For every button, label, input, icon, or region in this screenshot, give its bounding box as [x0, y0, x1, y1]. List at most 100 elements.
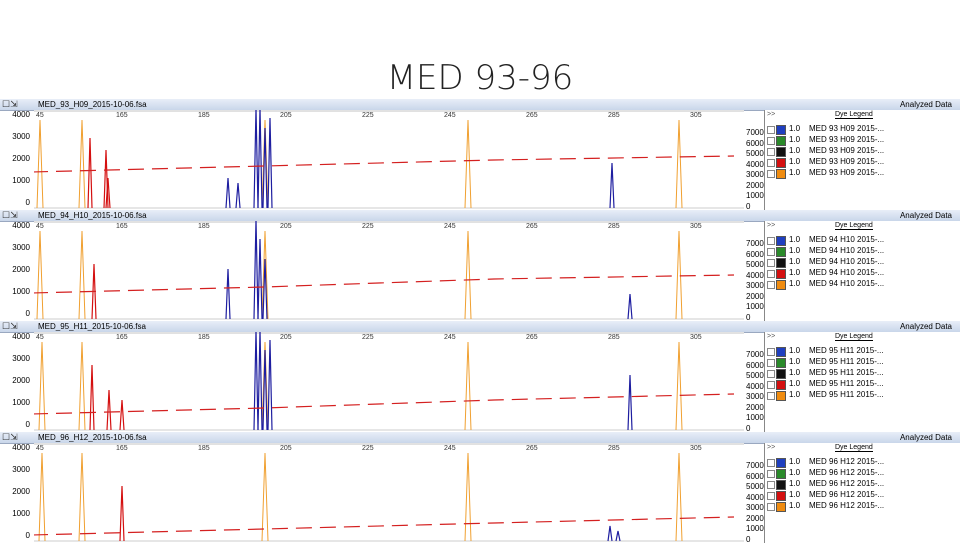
size-tick-label: 205	[280, 223, 292, 230]
dye-checkbox[interactable]	[767, 126, 775, 134]
legend-row[interactable]: 1.0 MED 93 H09 2015-...	[765, 135, 960, 146]
size-tick-label: 165	[116, 445, 128, 452]
y-tick-label: 7000	[746, 239, 764, 248]
orange-peak	[464, 230, 472, 320]
dye-checkbox[interactable]	[767, 459, 775, 467]
dye-checkbox[interactable]	[767, 348, 775, 356]
dye-checkbox[interactable]	[767, 248, 775, 256]
legend-row[interactable]: 1.0 MED 94 H10 2015-...	[765, 235, 960, 246]
legend-row[interactable]: 1.0 MED 96 H12 2015-...	[765, 457, 960, 468]
electropherogram-plot[interactable]: 45 165 185 205 225 245 265 285 305	[34, 221, 744, 321]
legend-row[interactable]: 1.0 MED 96 H12 2015-...	[765, 490, 960, 501]
dye-checkbox[interactable]	[767, 370, 775, 378]
blue-peak	[253, 332, 259, 431]
legend-row[interactable]: 1.0 MED 95 H11 2015-...	[765, 390, 960, 401]
y-tick-label: 2000	[746, 402, 764, 412]
red-peak	[87, 137, 93, 209]
dye-checkbox[interactable]	[767, 381, 775, 389]
y-tick-label: 3000	[746, 392, 764, 401]
dye-sample-label: MED 95 H11 2015-...	[809, 379, 884, 388]
dye-scale-value: 1.0	[789, 157, 801, 166]
legend-row[interactable]: 1.0 MED 94 H10 2015-...	[765, 257, 960, 268]
dye-color-swatch	[776, 158, 786, 168]
dye-sample-label: MED 94 H10 2015-...	[809, 268, 885, 277]
y-tick-label: 6000	[746, 360, 764, 370]
legend-row[interactable]: 1.0 MED 94 H10 2015-...	[765, 279, 960, 290]
legend-expand-button[interactable]: >>	[767, 333, 776, 340]
dye-scale-value: 1.0	[789, 257, 801, 266]
dye-sample-label: MED 95 H11 2015-...	[809, 368, 884, 377]
blue-peak	[225, 177, 231, 209]
legend-row[interactable]: 1.0 MED 96 H12 2015-...	[765, 479, 960, 490]
y-tick-label: 3000	[12, 243, 30, 252]
size-tick-label: 45	[36, 334, 44, 341]
y-tick-label: 5000	[746, 260, 764, 269]
legend-row[interactable]: 1.0 MED 93 H09 2015-...	[765, 124, 960, 135]
legend-row[interactable]: 1.0 MED 96 H12 2015-...	[765, 501, 960, 512]
y-tick-label: 1000	[12, 176, 30, 185]
red-peak	[119, 485, 125, 542]
dye-checkbox[interactable]	[767, 237, 775, 245]
dye-checkbox[interactable]	[767, 481, 775, 489]
panel-toggle-icon[interactable]: ☐⇲	[2, 432, 18, 442]
dye-checkbox[interactable]	[767, 148, 775, 156]
legend-expand-button[interactable]: >>	[767, 111, 776, 118]
panel-toggle-icon[interactable]: ☐⇲	[2, 210, 18, 220]
legend-row[interactable]: 1.0 MED 93 H09 2015-...	[765, 157, 960, 168]
dye-checkbox[interactable]	[767, 470, 775, 478]
legend-row[interactable]: 1.0 MED 94 H10 2015-...	[765, 268, 960, 279]
y-tick-label: 5000	[746, 371, 764, 380]
blue-peak	[253, 110, 259, 209]
dye-checkbox[interactable]	[767, 159, 775, 167]
dye-color-swatch	[776, 347, 786, 357]
blue-peak	[607, 525, 613, 542]
y-tick-label: 2000	[12, 154, 30, 163]
dye-sample-label: MED 96 H12 2015-...	[809, 457, 885, 466]
y-tick-label: 4000	[12, 443, 30, 452]
orange-peak	[464, 452, 472, 542]
y-tick-label: 0	[746, 312, 751, 322]
y-tick-label: 1000	[12, 287, 30, 296]
electropherogram-plot[interactable]: 45 165 185 205 225 245 265 285 305	[34, 332, 744, 432]
legend-expand-button[interactable]: >>	[767, 444, 776, 451]
dye-checkbox[interactable]	[767, 259, 775, 267]
legend-row[interactable]: 1.0 MED 95 H11 2015-...	[765, 357, 960, 368]
dye-checkbox[interactable]	[767, 392, 775, 400]
dye-checkbox[interactable]	[767, 137, 775, 145]
legend-row[interactable]: 1.0 MED 93 H09 2015-...	[765, 146, 960, 157]
orange-peak	[38, 452, 46, 542]
legend-row[interactable]: 1.0 MED 95 H11 2015-...	[765, 346, 960, 357]
dye-checkbox[interactable]	[767, 281, 775, 289]
dye-checkbox[interactable]	[767, 270, 775, 278]
panel-toggle-icon[interactable]: ☐⇲	[2, 99, 18, 109]
analyzed-data-label: Analyzed Data	[899, 100, 952, 109]
blue-peak	[257, 238, 263, 320]
legend-row[interactable]: 1.0 MED 95 H11 2015-...	[765, 379, 960, 390]
electropherogram-plot[interactable]: 45 165 185 205 225 245 265 285 305	[34, 443, 744, 543]
y-tick-label: 4000	[746, 492, 764, 502]
y-tick-label: 4000	[746, 159, 764, 169]
dye-sample-label: MED 96 H12 2015-...	[809, 501, 885, 510]
dye-checkbox[interactable]	[767, 503, 775, 511]
legend-row[interactable]: 1.0 MED 93 H09 2015-...	[765, 168, 960, 179]
dye-sample-label: MED 93 H09 2015-...	[809, 168, 885, 177]
panel-toggle-icon[interactable]: ☐⇲	[2, 321, 18, 331]
size-tick-label: 225	[362, 112, 374, 119]
right-y-axis: 7000 6000 5000 4000 3000 2000 1000 0	[744, 443, 764, 544]
dye-scale-value: 1.0	[789, 368, 801, 377]
size-tick-label: 285	[608, 112, 620, 119]
orange-peak	[675, 341, 683, 431]
legend-expand-button[interactable]: >>	[767, 222, 776, 229]
dye-checkbox[interactable]	[767, 492, 775, 500]
y-tick-label: 1000	[746, 302, 764, 311]
legend-row[interactable]: 1.0 MED 96 H12 2015-...	[765, 468, 960, 479]
dye-sample-label: MED 93 H09 2015-...	[809, 124, 885, 133]
legend-row[interactable]: 1.0 MED 95 H11 2015-...	[765, 368, 960, 379]
dye-checkbox[interactable]	[767, 359, 775, 367]
sample-panel: ☐⇲ MED_93_H09_2015-10-06.fsa Analyzed Data…	[0, 99, 960, 211]
legend-row[interactable]: 1.0 MED 94 H10 2015-...	[765, 246, 960, 257]
y-tick-label: 0	[25, 309, 30, 318]
dye-checkbox[interactable]	[767, 170, 775, 178]
electropherogram-plot[interactable]: 45 165 185 205 225 245 265 285 305	[34, 110, 744, 210]
y-tick-label: 1000	[746, 413, 764, 422]
